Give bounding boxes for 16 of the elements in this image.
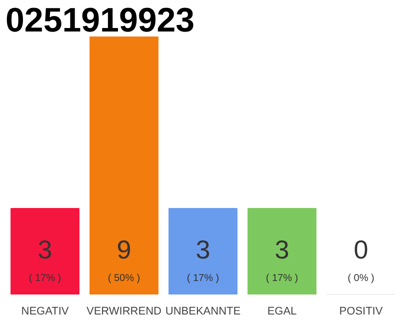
annotation: ( 17% ) <box>186 273 220 284</box>
data-label: 0 <box>354 234 368 264</box>
annotation: ( 0% ) <box>348 273 374 284</box>
data-label: 3 <box>196 234 210 264</box>
x-tick-label: UNBEKANNTE <box>165 306 241 318</box>
annotation: ( 17% ) <box>266 273 298 284</box>
x-tick-label: VERWIRREND <box>86 306 162 318</box>
annotation: ( 50% ) <box>108 273 140 284</box>
x-tick-label: NEGATIV <box>21 306 70 318</box>
annotation: ( 17% ) <box>28 273 62 284</box>
chart-title: 0251919923 <box>6 2 195 40</box>
data-label: 3 <box>274 234 290 264</box>
x-tick-label: EGAL <box>267 306 297 318</box>
x-tick-label: POSITIV <box>339 306 384 318</box>
data-label: 9 <box>116 234 132 264</box>
data-label: 3 <box>38 234 52 264</box>
